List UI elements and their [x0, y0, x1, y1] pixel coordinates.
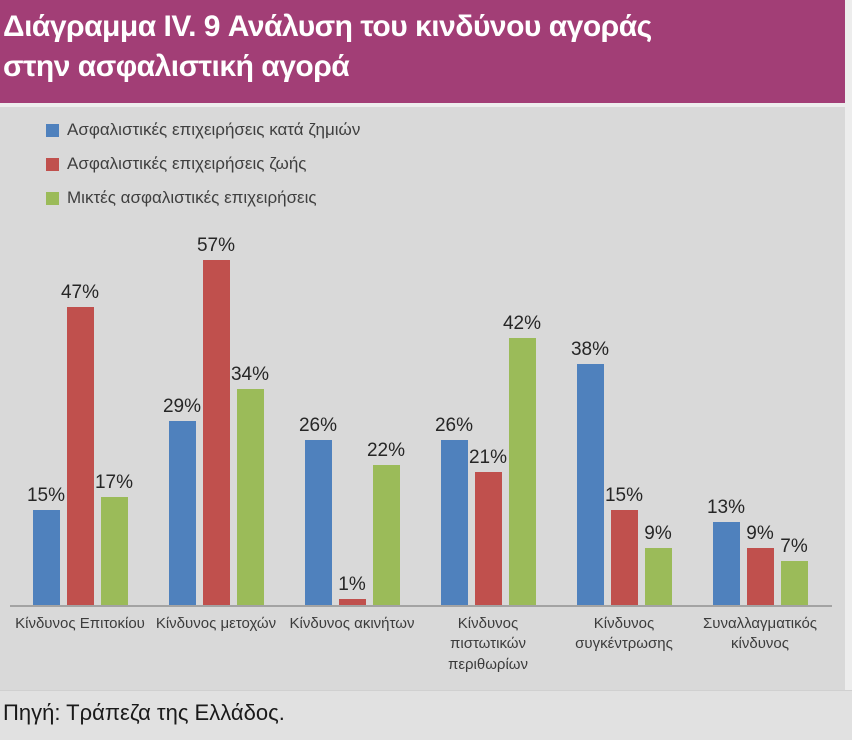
bar-slot: 17% — [95, 235, 133, 605]
chart-panel: Ασφαλιστικές επιχειρήσεις κατά ζημιών Ασφ… — [0, 107, 845, 690]
footer: Πηγή: Τράπεζα της Ελλάδος. — [0, 690, 852, 740]
bar-value-label: 21% — [468, 446, 508, 468]
legend-color-swatch-icon — [46, 123, 59, 137]
bar-groups: 15% 47% 17% 29% 57% 34% 26% 1% 22% 26% 21% 42% 38% 15… — [12, 235, 828, 605]
bar — [236, 389, 264, 605]
chart-header: Διάγραμμα IV. 9 Ανάλυση του κινδύνου αγο… — [0, 0, 845, 103]
source-note: Πηγή: Τράπεζα της Ελλάδος. — [3, 700, 285, 725]
bar — [338, 598, 366, 605]
bar-value-label: 15% — [604, 484, 644, 506]
bar-value-label: 38% — [570, 338, 610, 360]
bar-value-label: 34% — [230, 364, 270, 386]
bar-value-label: 26% — [298, 414, 338, 436]
bar-slot: 7% — [780, 235, 808, 605]
category-label: Συναλλαγματικός κίνδυνος — [702, 615, 818, 653]
bar — [576, 363, 604, 605]
bar — [780, 560, 808, 605]
bar-slot: 15% — [27, 235, 65, 605]
bar-value-label: 57% — [196, 235, 236, 256]
bar-value-label: 22% — [366, 440, 406, 462]
bar-slot: 26% — [299, 235, 337, 605]
bar-value-label: 17% — [94, 472, 134, 494]
bar-group: 26% 1% 22% — [284, 235, 420, 605]
bar-group: 13% 9% 7% — [692, 235, 828, 605]
bar-group: 38% 15% 9% — [556, 235, 692, 605]
bar-value-label: 1% — [338, 573, 366, 595]
bar — [508, 338, 536, 605]
x-axis-line — [10, 605, 832, 607]
category-label: Κίνδυνος συγκέντρωσης — [575, 615, 673, 653]
bar — [66, 306, 94, 605]
bar — [304, 439, 332, 605]
legend-item: Ασφαλιστικές επιχειρήσεις ζωής — [46, 154, 360, 174]
bar-slot: 29% — [163, 235, 201, 605]
bar-value-label: 15% — [26, 484, 66, 506]
bar-value-label: 9% — [644, 522, 672, 544]
legend-color-swatch-icon — [46, 191, 59, 205]
bar-group: 26% 21% 42% — [420, 235, 556, 605]
bar — [202, 260, 230, 605]
bar-value-label: 47% — [60, 281, 100, 303]
legend-color-swatch-icon — [46, 157, 59, 171]
bar — [474, 471, 502, 605]
bar-value-label: 42% — [502, 313, 542, 335]
bar — [168, 420, 196, 605]
legend-item: Ασφαλιστικές επιχειρήσεις κατά ζημιών — [46, 120, 360, 140]
bar-slot: 21% — [469, 235, 507, 605]
bar-group: 15% 47% 17% — [12, 235, 148, 605]
bar — [440, 439, 468, 605]
bar-slot: 15% — [605, 235, 643, 605]
category-label: Κίνδυνος πιστωτικών περιθωρίων — [447, 615, 529, 673]
bar — [100, 497, 128, 605]
category-label: Κίνδυνος Επιτοκίου — [15, 615, 145, 632]
legend-label: Μικτές ασφαλιστικές επιχειρήσεις — [67, 188, 317, 207]
legend: Ασφαλιστικές επιχειρήσεις κατά ζημιών Ασφ… — [46, 120, 360, 208]
bar-value-label: 9% — [746, 522, 774, 544]
legend-item: Μικτές ασφαλιστικές επιχειρήσεις — [46, 188, 360, 208]
bar-slot: 9% — [746, 235, 774, 605]
category-labels: Κίνδυνος Επιτοκίου Κίνδυνος μετοχών Κίνδυν… — [12, 614, 828, 675]
bar — [610, 509, 638, 605]
bar-value-label: 29% — [162, 395, 202, 417]
bar-value-label: 26% — [434, 414, 474, 436]
bar-value-label: 7% — [780, 535, 808, 557]
bar-slot: 9% — [644, 235, 672, 605]
bar-slot: 42% — [503, 235, 541, 605]
bar-slot: 1% — [338, 235, 366, 605]
bar — [712, 522, 740, 605]
bar-slot: 57% — [197, 235, 235, 605]
bar-slot: 38% — [571, 235, 609, 605]
category-label: Κίνδυνος ακινήτων — [289, 615, 415, 632]
bar-slot: 13% — [707, 235, 745, 605]
legend-label: Ασφαλιστικές επιχειρήσεις κατά ζημιών — [67, 120, 361, 139]
bar-slot: 34% — [231, 235, 269, 605]
category-label: Κίνδυνος μετοχών — [155, 615, 277, 632]
bar-slot: 22% — [367, 235, 405, 605]
legend-label: Ασφαλιστικές επιχειρήσεις ζωής — [67, 154, 307, 173]
bar-slot: 26% — [435, 235, 473, 605]
bar — [372, 465, 400, 605]
bar — [32, 509, 60, 605]
bar-value-label: 13% — [706, 497, 746, 519]
chart-title: Διάγραμμα IV. 9 Ανάλυση του κινδύνου αγο… — [3, 10, 652, 83]
bar-slot: 47% — [61, 235, 99, 605]
bar — [644, 547, 672, 605]
bar-group: 29% 57% 34% — [148, 235, 284, 605]
bar — [746, 547, 774, 605]
